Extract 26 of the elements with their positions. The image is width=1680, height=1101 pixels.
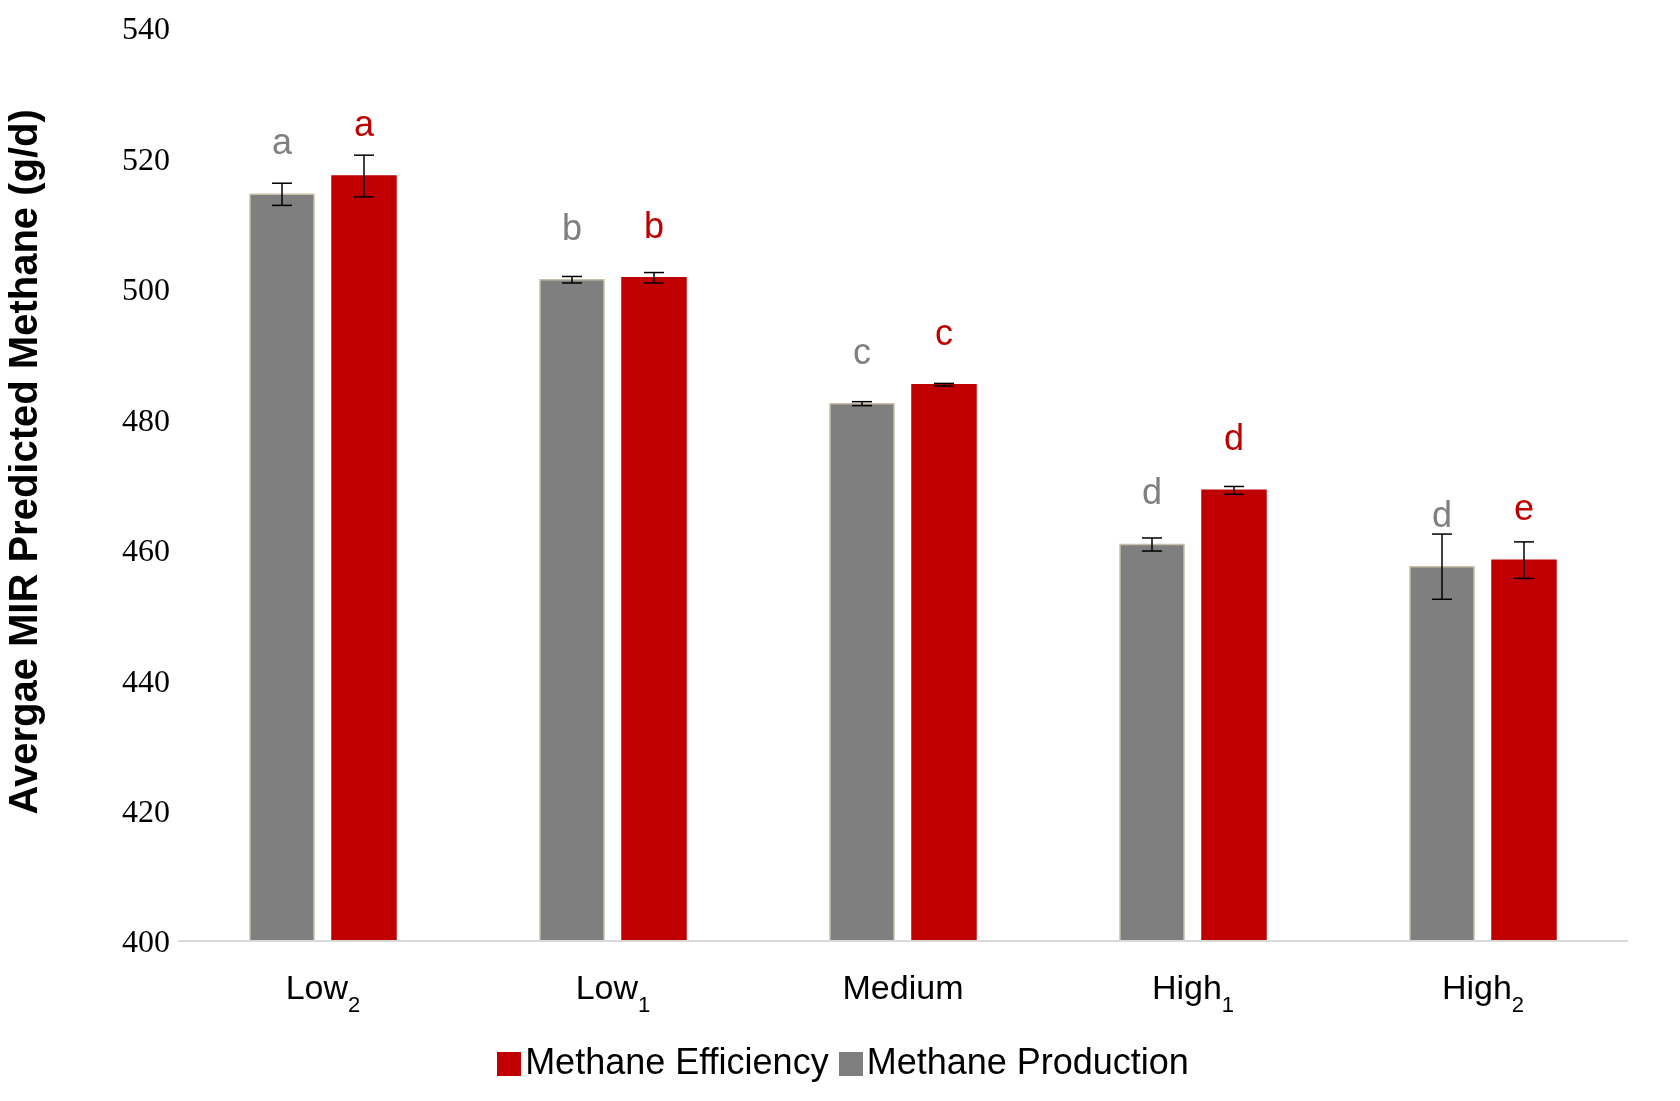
- y-tick-label: 400: [122, 923, 170, 960]
- data-label: c: [935, 311, 953, 353]
- data-label: d: [1431, 493, 1453, 535]
- data-label: a: [353, 103, 375, 145]
- data-label: a: [271, 121, 293, 163]
- data-label: e: [1513, 487, 1535, 529]
- y-tick-label: 480: [122, 401, 170, 438]
- y-axis-title: Avergae MIR Predicted Methane (g/d): [1, 109, 46, 815]
- data-label: d: [1223, 417, 1245, 459]
- data-label: c: [853, 330, 871, 372]
- x-tick-label: Low$_{2}$: [285, 968, 361, 1017]
- x-tick-label: High$_{1}$: [1151, 968, 1235, 1017]
- y-tick-label: 460: [122, 532, 170, 569]
- x-tick-label: High$_{2}$: [1441, 968, 1525, 1017]
- legend-label: Methane Efficiency: [525, 1041, 829, 1082]
- legend-label: Methane Production: [866, 1041, 1189, 1082]
- data-label: b: [643, 204, 665, 246]
- data-label: b: [561, 206, 583, 248]
- y-tick-label: 440: [122, 662, 170, 699]
- x-tick-label: Low$_{1}$: [575, 968, 651, 1017]
- x-tick-label: Medium: [842, 968, 964, 1006]
- y-tick-label: 500: [122, 271, 170, 308]
- y-tick-label: 420: [122, 792, 170, 829]
- data-label: d: [1141, 471, 1163, 513]
- y-tick-label: 520: [122, 140, 170, 177]
- y-tick-label: 540: [122, 10, 170, 47]
